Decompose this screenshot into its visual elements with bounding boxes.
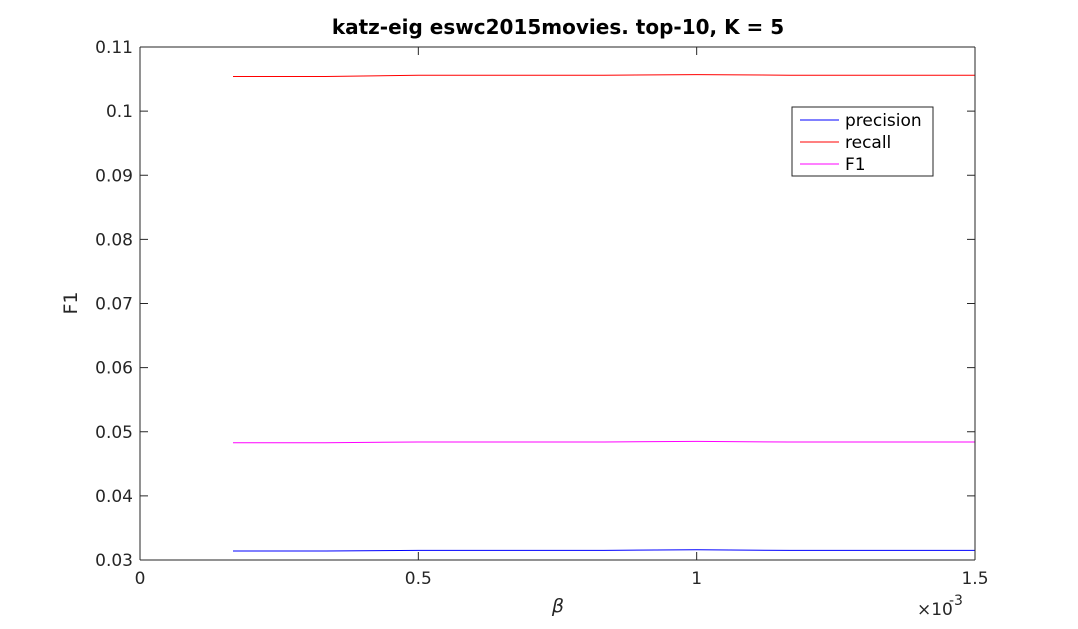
series-line-precision xyxy=(233,549,975,552)
y-tick-label: 0.06 xyxy=(95,359,133,379)
legend-label-f1: F1 xyxy=(845,155,866,175)
y-axis: 0.03 0.04 0.05 0.06 0.07 0.08 0.09 0.1 0.11 xyxy=(95,38,975,571)
x-tick-label: 1 xyxy=(691,569,702,589)
y-tick-label: 0.1 xyxy=(106,102,133,122)
series-lines xyxy=(233,74,975,552)
chart-title: katz-eig eswc2015movies. top-10, K = 5 xyxy=(332,15,784,39)
legend-label-precision: precision xyxy=(845,111,922,131)
y-axis-label: F1 xyxy=(60,291,82,314)
y-tick-label: 0.08 xyxy=(95,230,133,250)
series-line-f1 xyxy=(233,440,975,444)
y-tick-label: 0.07 xyxy=(95,295,133,315)
series-line-recall xyxy=(233,74,975,77)
x-tick-label: 0.5 xyxy=(405,569,432,589)
x-axis-label: β xyxy=(551,595,564,617)
x-tick-label: 1.5 xyxy=(961,569,988,589)
y-tick-label: 0.03 xyxy=(95,551,133,571)
y-tick-label: 0.04 xyxy=(95,487,133,507)
y-tick-label: 0.11 xyxy=(95,38,133,58)
x-axis-exponent: ×10 -3 xyxy=(917,593,963,620)
x-axis: 0 0.5 1 1.5 xyxy=(135,47,989,589)
x-tick-label: 0 xyxy=(135,569,146,589)
y-tick-label: 0.05 xyxy=(95,423,133,443)
x-exponent-power: -3 xyxy=(949,593,963,609)
legend-label-recall: recall xyxy=(845,133,891,153)
x-exponent-base: ×10 xyxy=(917,600,953,620)
y-tick-label: 0.09 xyxy=(95,166,133,186)
